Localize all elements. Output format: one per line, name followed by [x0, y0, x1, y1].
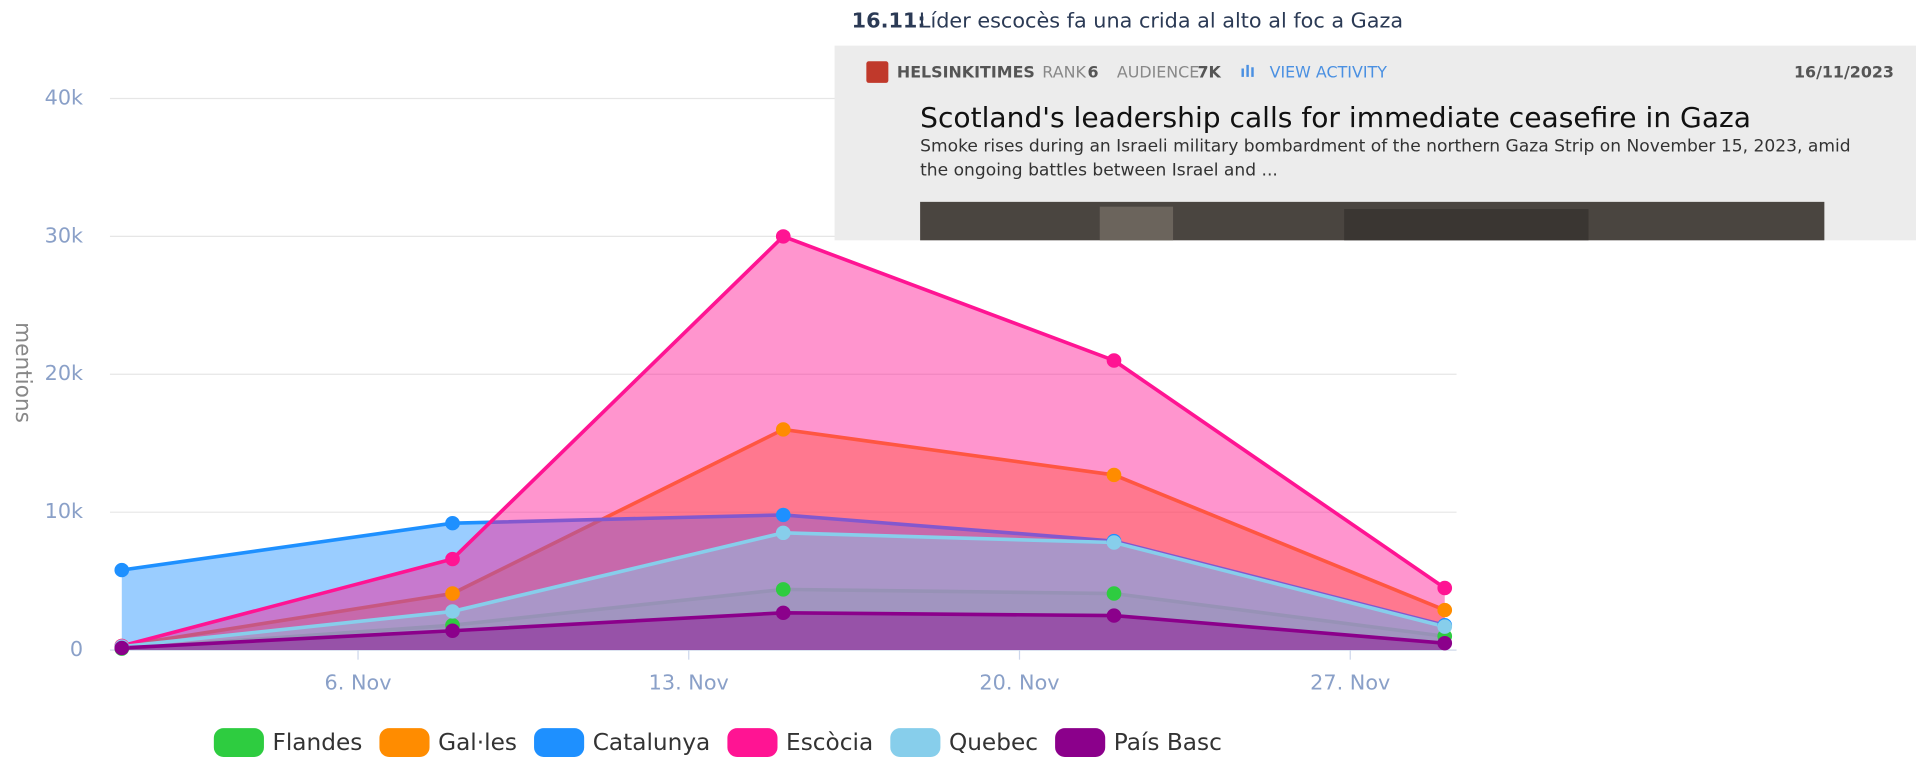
marker — [775, 422, 791, 437]
y-tick-label: 20k — [45, 361, 84, 385]
card-audience-label: AUDIENCE — [1117, 63, 1199, 82]
x-tick-label: 20. Nov — [979, 671, 1059, 695]
marker — [114, 640, 130, 656]
y-axis-label: mentions — [10, 322, 35, 423]
legend-swatch — [534, 728, 585, 757]
marker — [775, 605, 791, 621]
card-image-detail — [1344, 209, 1589, 241]
card-heading: Líder escocès fa una crida al alto al fo… — [919, 9, 1403, 33]
marker — [114, 562, 130, 578]
card-image-detail — [1099, 206, 1174, 241]
y-tick-label: 40k — [45, 86, 84, 110]
card-heading-date: 16.11: — [852, 9, 926, 33]
card-audience: 7K — [1197, 63, 1221, 82]
card-description: the ongoing battles between Israel and .… — [920, 160, 1278, 180]
legend-label: Flandes — [272, 730, 362, 756]
marker — [775, 525, 791, 541]
marker — [1106, 535, 1122, 550]
legend-label: Gal·les — [438, 730, 517, 756]
source-icon — [866, 61, 889, 83]
legend-item[interactable]: País Basc — [1055, 728, 1222, 757]
activity-icon — [1241, 68, 1244, 77]
marker — [445, 515, 460, 531]
marker — [1106, 353, 1122, 368]
legend-label: País Basc — [1114, 730, 1222, 756]
legend-swatch — [727, 728, 778, 757]
activity-icon — [1246, 64, 1249, 77]
marker — [445, 551, 460, 567]
legend-swatch — [213, 728, 264, 757]
card-description: Smoke rises during an Israeli military b… — [920, 136, 1850, 156]
marker — [1106, 586, 1122, 601]
legend-item[interactable]: Gal·les — [379, 728, 517, 757]
card-rank-label: RANK — [1042, 63, 1086, 82]
card-rank: 6 — [1088, 63, 1099, 82]
marker — [1437, 602, 1453, 618]
activity-icon — [1251, 67, 1254, 77]
legend-label: Escòcia — [786, 730, 873, 756]
marker — [445, 586, 460, 601]
marker — [445, 604, 460, 619]
x-tick-label: 6. Nov — [325, 671, 392, 695]
card-activity-link[interactable]: VIEW ACTIVITY — [1270, 63, 1388, 82]
legend-swatch — [1055, 728, 1106, 757]
y-tick-label: 0 — [70, 637, 83, 661]
legend-item[interactable]: Escòcia — [727, 728, 873, 757]
legend-label: Quebec — [949, 730, 1038, 756]
marker — [1106, 467, 1122, 483]
marker — [1437, 619, 1453, 634]
marker — [1437, 635, 1453, 651]
x-tick-label: 27. Nov — [1310, 671, 1390, 695]
legend-item[interactable]: Quebec — [890, 728, 1038, 757]
legend-item[interactable]: Catalunya — [534, 728, 710, 757]
marker — [445, 623, 460, 638]
legend-swatch — [379, 728, 430, 757]
marker — [775, 229, 791, 244]
marker — [775, 507, 791, 523]
legend-label: Catalunya — [593, 730, 711, 756]
y-tick-label: 10k — [45, 499, 84, 523]
marker — [1437, 580, 1453, 596]
card-date: 16/11/2023 — [1794, 63, 1894, 82]
marker — [1106, 608, 1122, 623]
y-tick-label: 30k — [45, 224, 84, 248]
legend-item[interactable]: Flandes — [213, 728, 362, 757]
x-tick-label: 13. Nov — [649, 671, 729, 695]
legend-swatch — [890, 728, 941, 757]
plot: 0 10k 20k 30k 40k 6. Nov 13. Nov 20. Nov 27. Nov… — [45, 86, 1457, 757]
card-source: HELSINKITIMES — [897, 63, 1035, 82]
card-title[interactable]: Scotland's leadership calls for immediat… — [920, 101, 1751, 134]
news-card: 16.11: Líder escocès fa una crida al alt… — [834, 9, 1916, 241]
marker — [775, 582, 791, 597]
